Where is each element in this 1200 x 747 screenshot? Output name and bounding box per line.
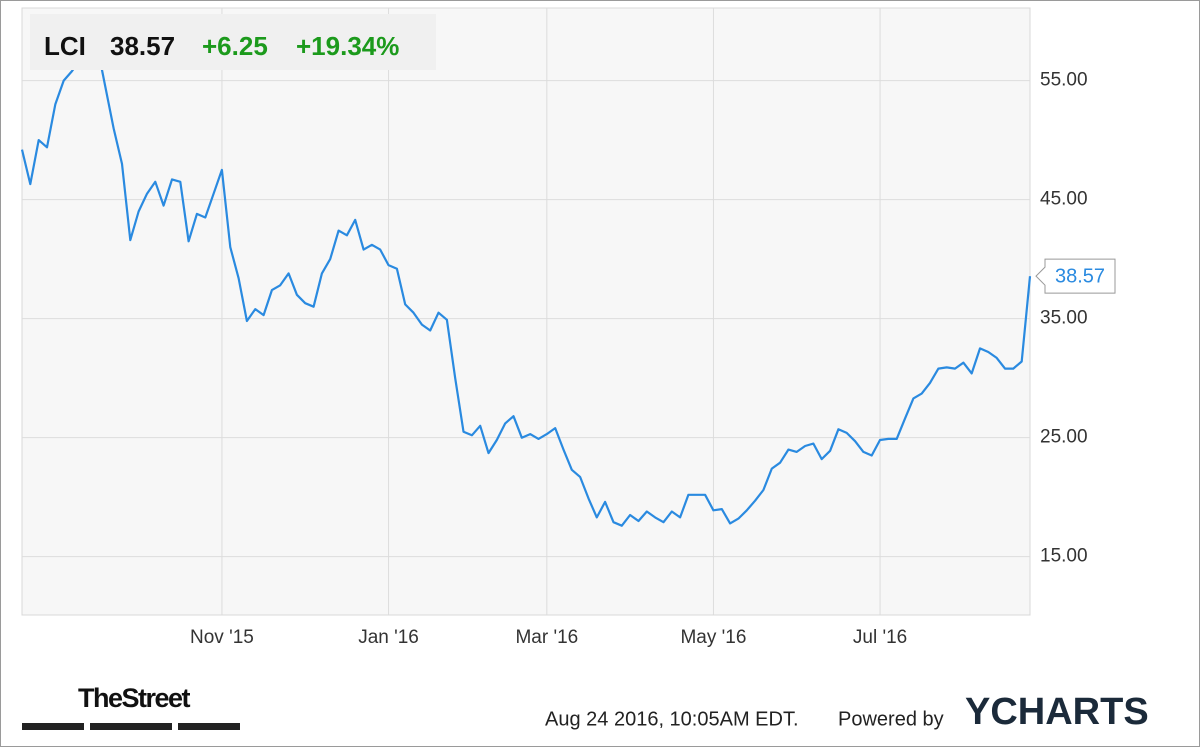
- logo-bars: [22, 723, 240, 730]
- plot-area: [21, 7, 1031, 616]
- last-value-box: [1035, 258, 1116, 294]
- grid: 15.00 25.00 35.00 45.00 55.00 Nov '15 Jan '16 M…: [22, 8, 1088, 648]
- x-tick-label: May '16: [680, 627, 746, 648]
- price: 38.57: [110, 31, 175, 61]
- source-logo: TheStreet: [78, 683, 191, 713]
- ticker: LCI: [44, 31, 86, 61]
- y-tick-label: 45.00: [1040, 189, 1088, 210]
- y-tick-label: 25.00: [1040, 427, 1088, 448]
- y-tick-label: 55.00: [1040, 70, 1088, 91]
- series: 38.57: [20, 43, 1116, 527]
- powered-by: Powered by: [838, 708, 944, 730]
- timestamp: Aug 24 2016, 10:05AM EDT.: [545, 708, 799, 730]
- brand-logo: YCHARTS: [965, 691, 1149, 733]
- last-value-label: 38.57: [1055, 265, 1105, 287]
- x-tick-label: Jul '16: [853, 627, 907, 648]
- change-percent: +19.34%: [296, 31, 399, 61]
- y-tick-label: 35.00: [1040, 308, 1088, 329]
- x-tick-label: Jan '16: [358, 627, 419, 648]
- y-tick-label: 15.00: [1040, 546, 1088, 567]
- change: +6.25: [202, 31, 268, 61]
- x-tick-label: Nov '15: [190, 627, 254, 648]
- x-tick-label: Mar '16: [515, 627, 578, 648]
- header-box: [30, 14, 436, 70]
- price-line: [20, 43, 1032, 527]
